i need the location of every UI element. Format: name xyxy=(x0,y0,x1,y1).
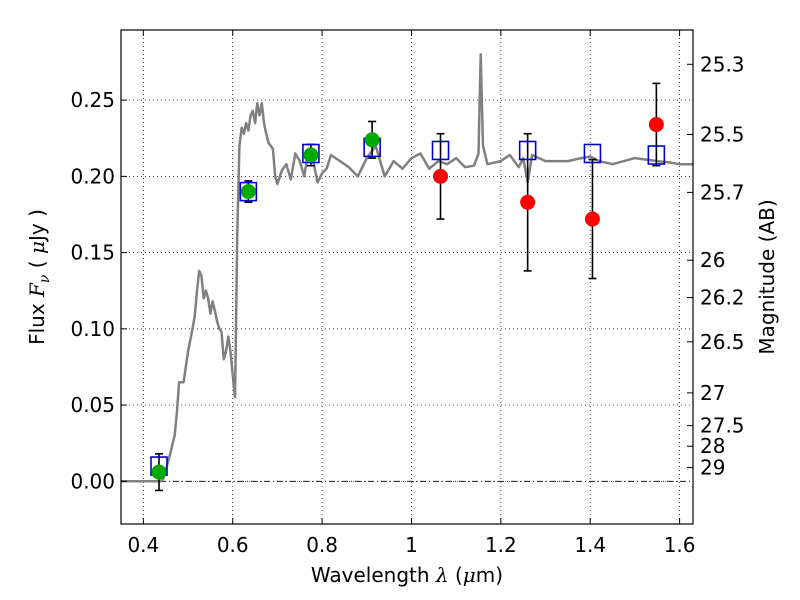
model-photometry-square xyxy=(583,143,602,164)
low-significance-point xyxy=(520,194,536,210)
y2-axis-label: Magnitude (AB) xyxy=(755,199,779,354)
low-significance-point xyxy=(433,168,449,184)
y2-tick-label: 25.7 xyxy=(700,180,745,204)
spectrum-line xyxy=(121,53,693,483)
model-photometry-square xyxy=(431,140,450,161)
axis-ticks: 0.4 0.6 0.8 1 1.2 1.4 1.6 0.00 0.05 0.10 0.15 0.20 0… xyxy=(70,30,745,557)
x-tick-label: 0.6 xyxy=(217,533,249,557)
detection-point xyxy=(364,132,380,148)
detection-point xyxy=(151,464,167,480)
y-tick-label: 0.25 xyxy=(70,88,115,112)
y2-tick-label: 25.5 xyxy=(700,122,745,146)
y2-tick-label: 29 xyxy=(700,456,725,480)
y2-tick-label: 26.2 xyxy=(700,286,745,310)
model-photometry-square xyxy=(239,181,258,202)
x-tick-label: 0.4 xyxy=(127,533,159,557)
x-axis-label: Wavelength λ (μm) xyxy=(311,563,503,587)
x-tick-label: 1.4 xyxy=(574,533,606,557)
detection-point xyxy=(240,184,256,200)
x-tick-label: 1.2 xyxy=(485,533,517,557)
low-significance-point xyxy=(584,211,600,227)
y2-tick-label: 26 xyxy=(700,248,725,272)
x-tick-label: 1 xyxy=(405,533,418,557)
plot-border xyxy=(120,29,694,525)
y2-tick-label: 27.5 xyxy=(700,414,745,438)
y-tick-label: 0.00 xyxy=(70,469,115,493)
y-tick-label: 0.15 xyxy=(70,241,115,265)
model-spectrum xyxy=(121,53,693,483)
x-tick-label: 1.6 xyxy=(664,533,696,557)
y-tick-label: 0.05 xyxy=(70,393,115,417)
data-markers xyxy=(150,117,666,480)
grid-lines xyxy=(121,30,693,524)
detection-point xyxy=(303,147,319,163)
y2-tick-label: 25.3 xyxy=(700,52,745,76)
y-axis-label: Flux Fν ( μJy ) xyxy=(25,209,53,345)
y2-tick-label: 27 xyxy=(700,381,725,405)
y2-tick-label: 28 xyxy=(700,434,725,458)
model-photometry-square xyxy=(647,145,666,165)
model-photometry-square xyxy=(518,140,537,161)
y-tick-label: 0.10 xyxy=(70,317,115,341)
y-tick-label: 0.20 xyxy=(70,164,115,188)
x-tick-label: 0.8 xyxy=(306,533,338,557)
low-significance-point xyxy=(648,117,664,133)
y2-tick-label: 26.5 xyxy=(700,330,745,354)
plot-frame xyxy=(120,29,694,525)
